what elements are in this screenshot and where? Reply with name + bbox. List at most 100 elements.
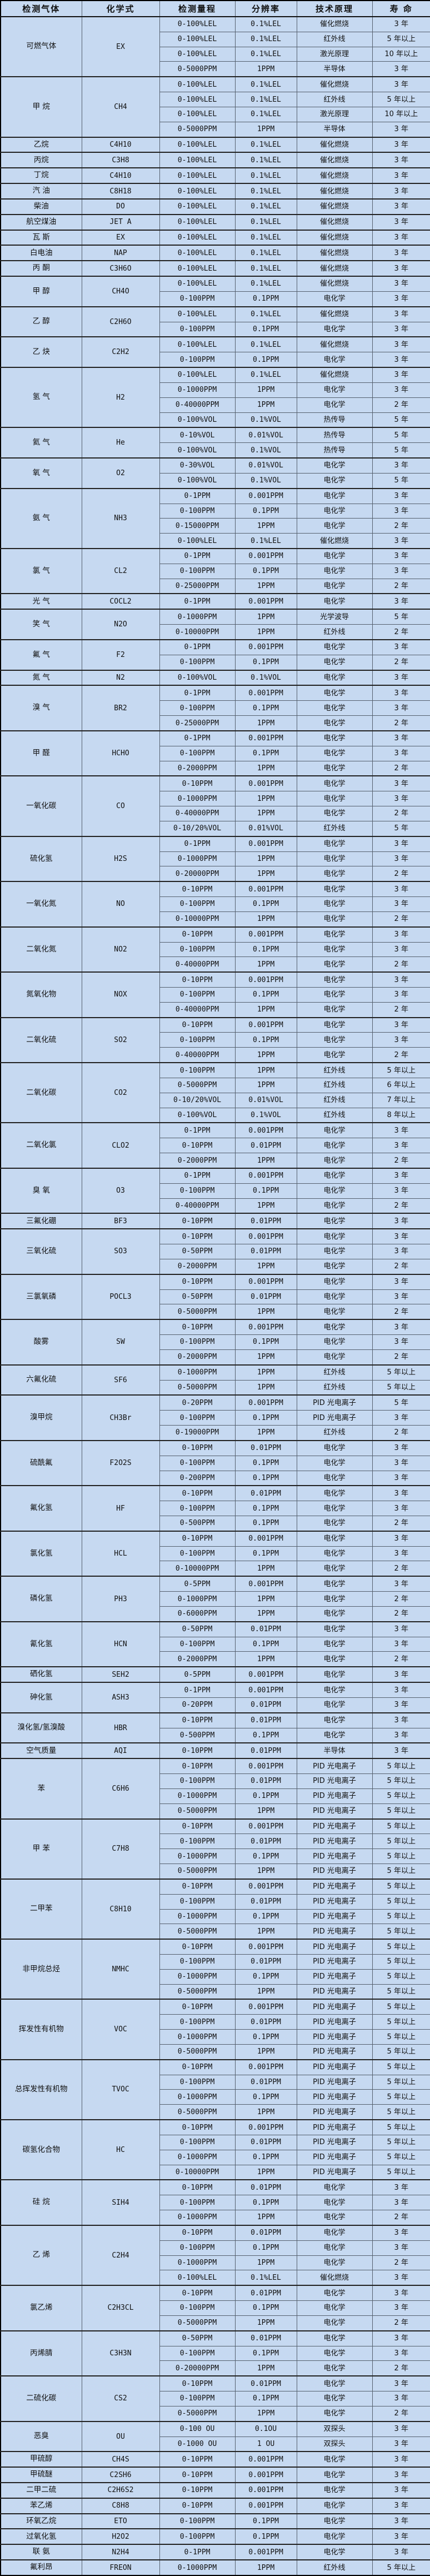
resolution-cell: 0.1%VOL	[234, 412, 297, 428]
table-row: 乙 炔 C2H2 0-100%LEL 0.1%LEL 催化燃烧 3 年	[0, 336, 430, 368]
lifespan-cell: 5 年以上	[372, 1379, 430, 1396]
lifespan-cell: 5 年以上	[372, 2014, 430, 2030]
formula-cell: HCN	[81, 1621, 160, 1667]
gas-name-cell: 氢 气	[0, 367, 82, 428]
lifespan-cell: 2 年	[372, 1198, 430, 1214]
formula-cell: SEH2	[81, 1666, 160, 1683]
gas-name-cell: 酸雾	[0, 1319, 82, 1366]
range-cell: 0-1PPM	[159, 1682, 236, 1698]
resolution-cell: 0.1%LEL	[234, 136, 297, 153]
table-row: 甲 烷 CH4 0-100%LEL 0.1%LEL 催化燃烧 3 年	[0, 76, 430, 138]
lifespan-cell: 5 年以上	[372, 2104, 430, 2120]
lifespan-cell: 3 年	[372, 2420, 430, 2437]
principle-cell: 电化学	[296, 941, 373, 958]
resolution-cell: 0.1%LEL	[234, 198, 297, 215]
lifespan-cell: 10 年以上	[372, 46, 430, 62]
resolution-cell: 1PPM	[234, 518, 297, 534]
principle-cell: 电化学	[296, 2467, 373, 2483]
lifespan-cell: 3 年	[372, 276, 430, 292]
lifespan-cell: 5 年以上	[372, 1758, 430, 1775]
lifespan-cell: 3 年	[372, 336, 430, 353]
resolution-cell: 1PPM	[234, 2164, 297, 2180]
table-row: 乙 醇 C2H6O 0-100%LEL 0.1%LEL 催化燃烧 3 年	[0, 306, 430, 337]
lifespan-cell: 3 年	[372, 2436, 430, 2452]
lifespan-cell: 5 年以上	[372, 1939, 430, 1955]
lifespan-cell: 2 年	[372, 578, 430, 594]
lifespan-cell: 3 年	[372, 2330, 430, 2346]
table-row: 0-10000PPM 1PPM 红外线 2 年	[1, 624, 430, 640]
resolution-cell: 0.001PPM	[234, 1939, 297, 1955]
lifespan-cell: 5 年以上	[372, 1878, 430, 1895]
table-row: 0-2000PPM 1PPM 电化学 2 年	[1, 1349, 430, 1366]
formula-cell: HC	[81, 2119, 160, 2180]
formula-cell: N2H4	[81, 2544, 160, 2560]
lifespan-cell: 3 年	[372, 306, 430, 322]
gas-name-cell: 丙烯腈	[0, 2330, 82, 2376]
table-row: 0-5000PPM 1PPM PID 光电离子 5 年以上	[1, 2044, 430, 2060]
gas-name-cell: 一氧化氮	[0, 881, 82, 928]
formula-cell: COCL2	[81, 593, 160, 610]
formula-cell: EX	[81, 229, 160, 246]
table-row: 0-5000PPM 1PPM 电化学 2 年	[1, 1304, 430, 1320]
gas-name-cell: 笑 气	[0, 609, 82, 640]
principle-cell: 电化学	[296, 2224, 373, 2241]
header-resolution: 分辨率	[234, 0, 297, 17]
table-row: 0-5000PPM 1PPM PID 光电离子 5 年以上	[1, 1864, 430, 1880]
table-row: 可燃气体 EX 0-100%LEL 0.1%LEL 催化燃烧 3 年	[0, 16, 430, 77]
gas-name-cell: 柴油	[0, 198, 82, 215]
resolution-cell: 0.1%LEL	[234, 213, 297, 231]
range-cell: 0-10PPM	[159, 881, 236, 898]
range-cell: 0-10PPM	[159, 1818, 236, 1835]
table-row: 0-100PPM 0.1PPM 电化学 3 年	[1, 563, 430, 579]
formula-cell: FREON	[81, 2559, 160, 2576]
range-cell: 0-10PPM	[159, 1138, 236, 1154]
principle-cell: 电化学	[296, 2240, 373, 2256]
range-cell: 0-10PPM	[159, 1017, 236, 1033]
table-row: 0-100%VOL 0.1%VOL 红外线 8 年以上	[1, 1107, 430, 1123]
table-row: 0-100%LEL 0.1%LEL 红外线 5 年以上	[1, 31, 430, 47]
principle-cell: 电化学	[296, 1682, 373, 1698]
resolution-cell: 0.001PPM	[234, 1319, 297, 1336]
lifespan-cell: 3 年	[372, 1697, 430, 1713]
lifespan-cell: 6 年以上	[372, 1077, 430, 1093]
resolution-cell: 1PPM	[234, 1606, 297, 1622]
principle-cell: 电化学	[296, 2513, 373, 2529]
lifespan-cell: 3 年	[372, 791, 430, 807]
table-row: 0-2000PPM 1PPM 电化学 2 年	[1, 1651, 430, 1667]
formula-cell: CL2	[81, 547, 160, 594]
table-row: 0-1000PPM 1PPM 电化学 3 年	[1, 382, 430, 398]
resolution-cell: 0.1%LEL	[234, 367, 297, 383]
lifespan-cell: 5 年以上	[372, 1364, 430, 1381]
principle-cell: 催化燃烧	[296, 76, 373, 93]
gas-name-cell: 苯	[0, 1758, 82, 1820]
range-cell: 0-100PPM	[159, 291, 236, 307]
table-row: 氰化氢 HCN 0-50PPM 0.01PPM 电化学 3 年	[0, 1621, 430, 1667]
principle-cell: 催化燃烧	[296, 183, 373, 200]
resolution-cell: 1PPM	[234, 760, 297, 776]
resolution-cell: 0.001PPM	[234, 775, 297, 792]
table-row: 0-40000PPM 1PPM 电化学 2 年	[1, 397, 430, 413]
resolution-cell: 0.1PPM	[234, 2029, 297, 2045]
principle-cell: 催化燃烧	[296, 229, 373, 246]
range-cell: 0-100%LEL	[159, 92, 236, 107]
principle-cell: PID 光电离子	[296, 1984, 373, 2000]
resolution-cell: 0.001PPM	[234, 2059, 297, 2075]
lifespan-cell: 3 年	[372, 971, 430, 988]
principle-cell: 热传导	[296, 427, 373, 444]
range-cell: 0-1000PPM	[159, 609, 236, 625]
gas-name-cell: 丁烷	[0, 167, 82, 184]
range-cell: 0-200PPM	[159, 1470, 236, 1486]
range-cell: 0-5000PPM	[159, 2044, 236, 2060]
range-cell: 0-5000PPM	[159, 1379, 236, 1396]
range-cell: 0-10PPM	[159, 1758, 236, 1775]
table-row: 氟 气 F2 0-1PPM 0.001PPM 电化学 3 年	[0, 639, 430, 671]
resolution-cell: 1PPM	[234, 1425, 297, 1441]
principle-cell: 电化学	[296, 2285, 373, 2301]
resolution-cell: 0.1OU	[234, 2420, 297, 2437]
header-formula: 化学式	[81, 0, 160, 17]
lifespan-cell: 7 年以上	[372, 1092, 430, 1108]
resolution-cell: 0.1%LEL	[234, 106, 297, 122]
principle-cell: 电化学	[296, 1334, 373, 1350]
range-cell: 0-30%VOL	[159, 457, 236, 474]
resolution-cell: 0.001PPM	[234, 730, 297, 746]
